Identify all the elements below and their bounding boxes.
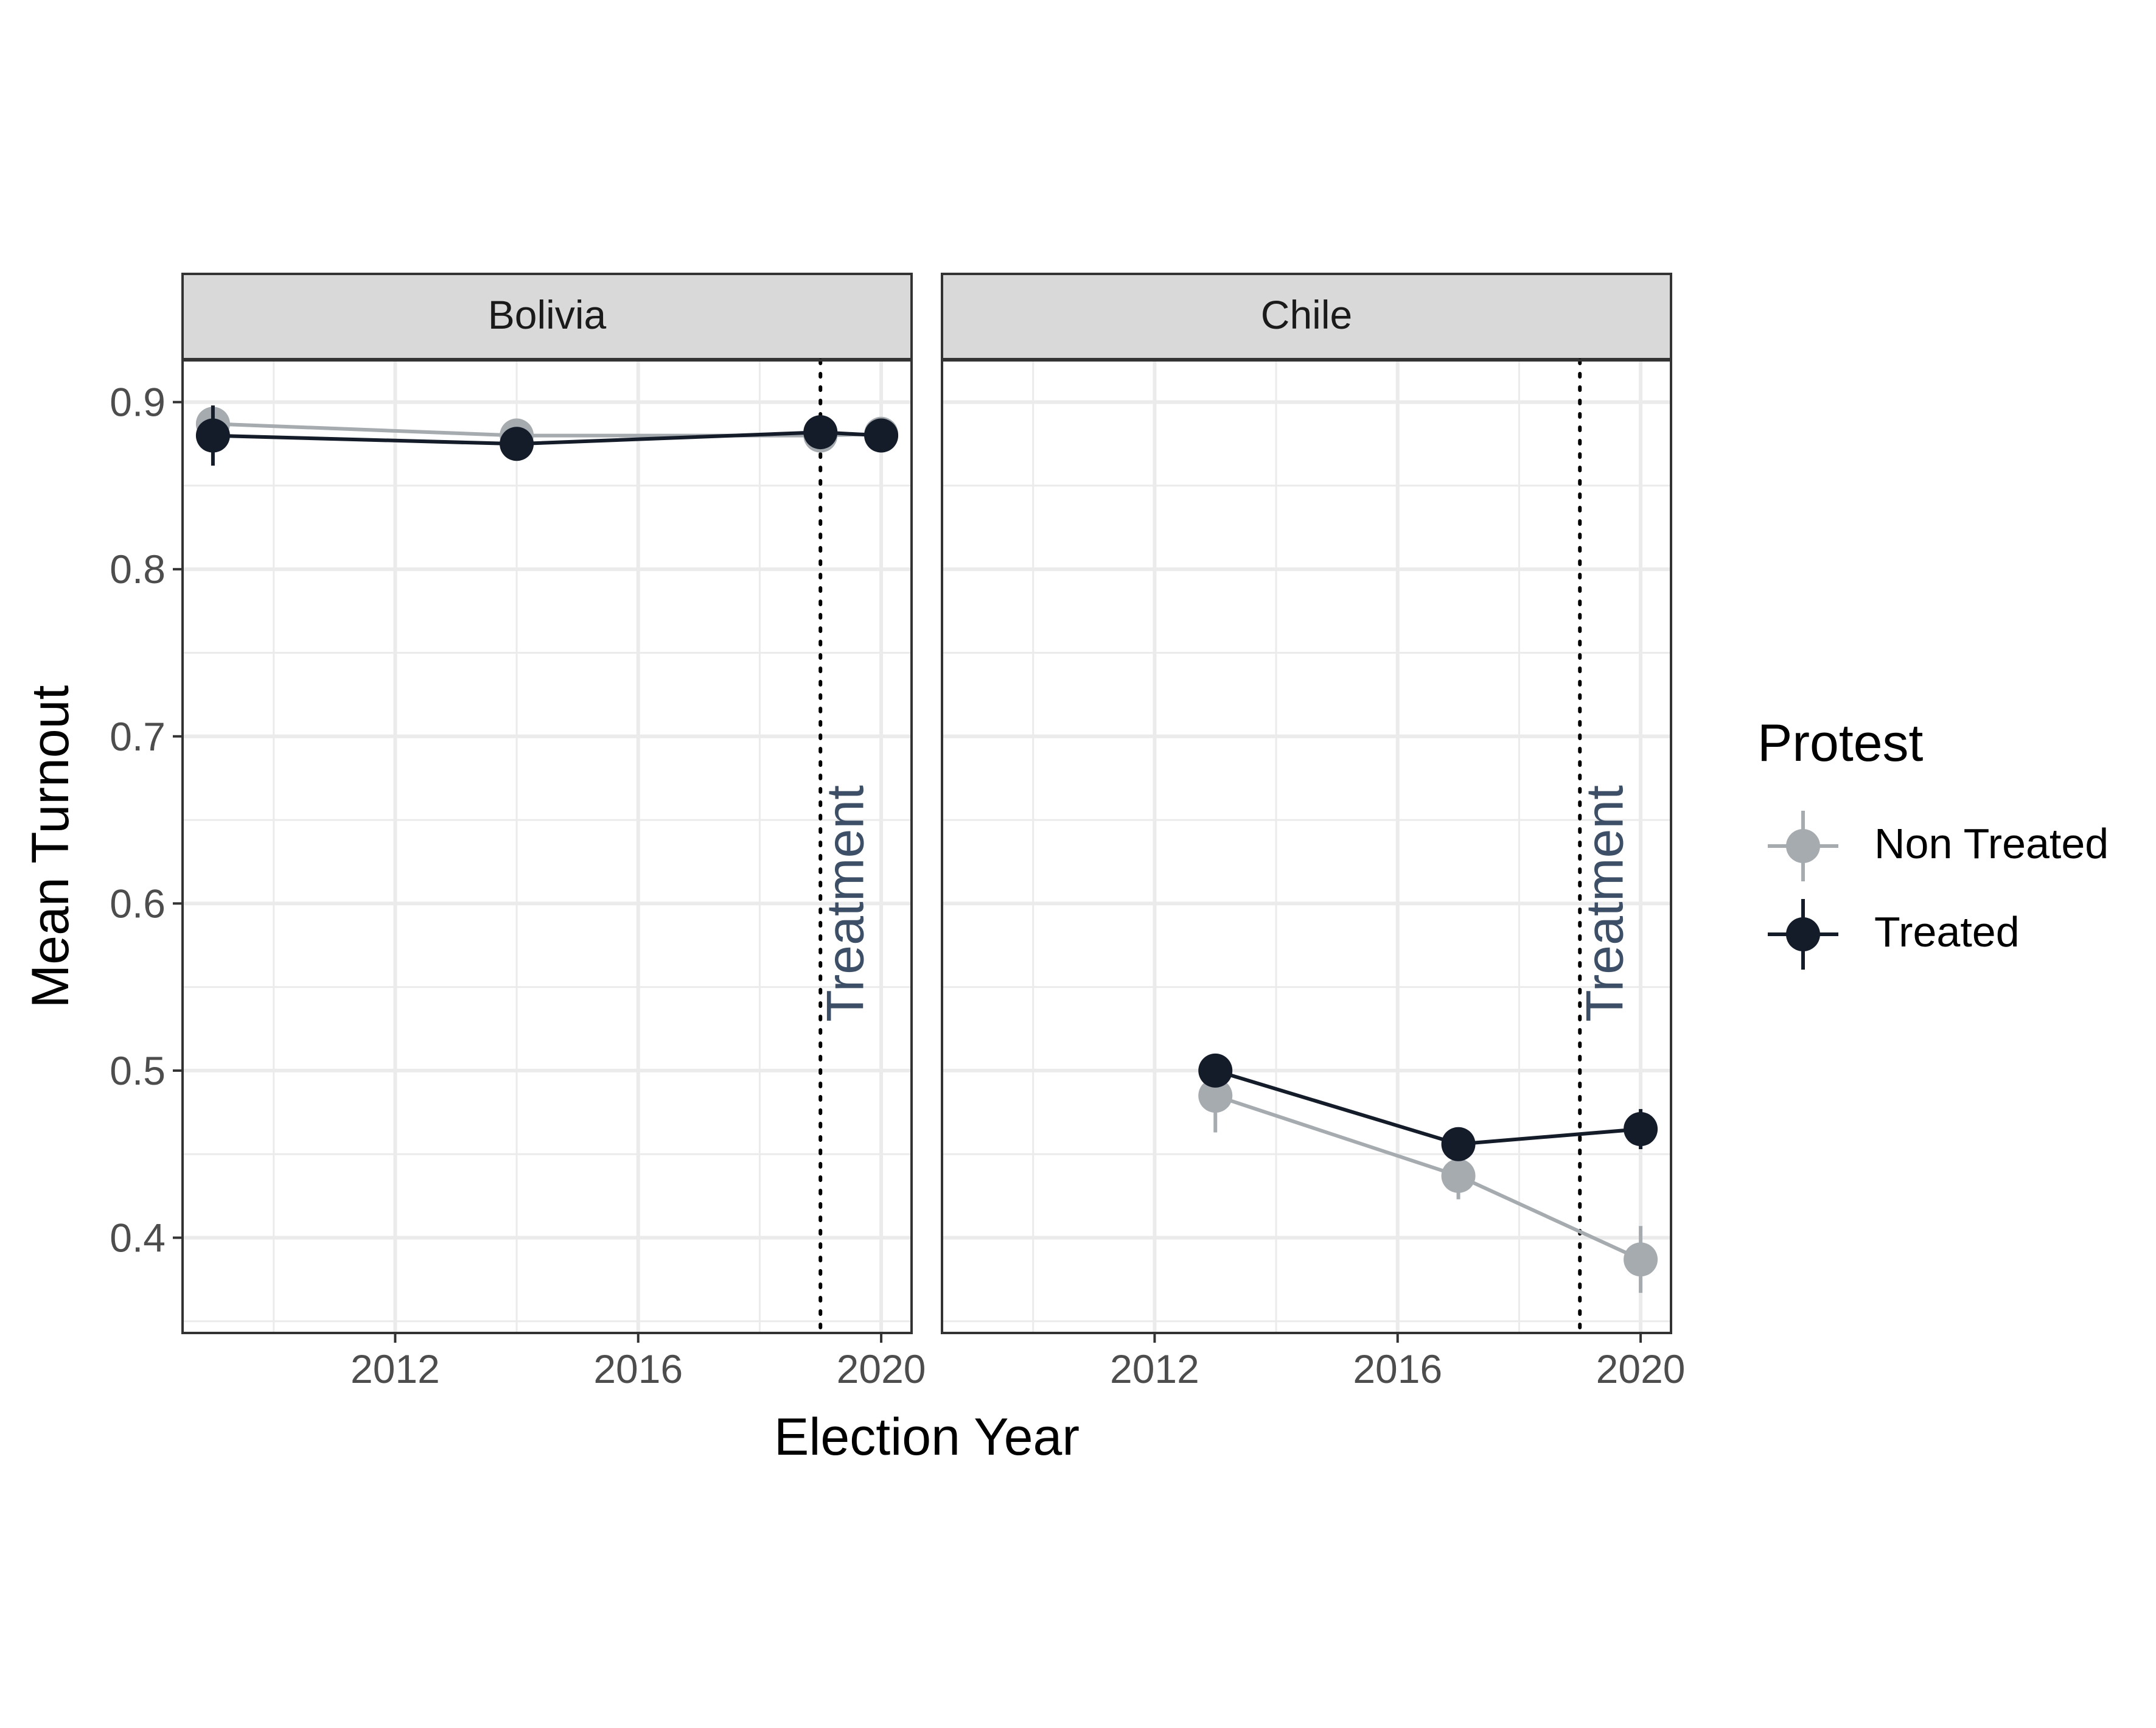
y-axis-ticks: 0.4 0.5 0.6 0.7 0.8 0.9 (110, 380, 183, 1260)
facet-panel-chile: Chile Treatment 2012 2016 2020 (941, 273, 1685, 1391)
facet-title-bolivia: Bolivia (488, 292, 607, 337)
series-line-treated (212, 430, 882, 446)
x-axis-label: Election Year (774, 1408, 1080, 1466)
treatment-label: Treatment (816, 785, 874, 1022)
data-point-treated (803, 415, 838, 450)
data-point-non-treated (1441, 1158, 1476, 1193)
data-point-treated (500, 427, 534, 461)
data-point-treated (1624, 1112, 1658, 1147)
data-point-treated (864, 418, 899, 453)
y-tick-label: 0.5 (110, 1048, 166, 1093)
legend: Protest Non Treated Treated (1757, 714, 2109, 970)
y-tick-label: 0.7 (110, 714, 166, 759)
data-point-treated (1198, 1053, 1233, 1088)
gridlines-chile (942, 360, 1671, 1333)
x-tick-label: 2020 (837, 1346, 926, 1391)
data-point-treated (1441, 1127, 1476, 1161)
data-point-treated (195, 418, 230, 453)
gridlines-bolivia (183, 360, 912, 1333)
x-tick-label: 2012 (1110, 1346, 1199, 1391)
series-chile-non-treated (1198, 1058, 1658, 1293)
facet-title-chile: Chile (1261, 292, 1352, 337)
treatment-label: Treatment (1575, 785, 1634, 1022)
y-tick-label: 0.6 (110, 881, 166, 926)
series-marks-chile (1198, 1053, 1658, 1293)
x-tick-label: 2016 (593, 1346, 683, 1391)
x-axis-ticks-bolivia: 2012 2016 2020 (351, 1333, 926, 1391)
y-tick-label: 0.8 (110, 547, 166, 592)
series-bolivia-treated (195, 405, 899, 466)
y-tick-label: 0.9 (110, 380, 166, 425)
series-marks-bolivia (195, 405, 899, 466)
treatment-line-chile: Treatment (1575, 359, 1634, 1335)
facet-panel-bolivia: Bolivia Treatment 2012 2016 2020 0.4 0.5 0.6… (110, 273, 926, 1391)
x-tick-label: 2012 (351, 1346, 440, 1391)
panel-border-chile (941, 359, 1672, 1334)
plot-area-chile (942, 360, 1671, 1333)
legend-key-point-treated (1786, 917, 1820, 951)
y-tick-label: 0.4 (110, 1215, 166, 1260)
x-axis-ticks-chile: 2012 2016 2020 (1110, 1333, 1685, 1391)
data-point-non-treated (1198, 1079, 1233, 1113)
panel-border-bolivia (181, 359, 913, 1334)
facet-strip-chile (941, 273, 1672, 360)
data-point-non-treated (1624, 1242, 1658, 1277)
y-axis-label: Mean Turnout (21, 685, 80, 1009)
treatment-line-bolivia: Treatment (816, 359, 874, 1335)
legend-keys (1768, 811, 1838, 970)
legend-key-point-non-treated (1786, 829, 1820, 863)
legend-label-treated: Treated (1874, 908, 2020, 956)
legend-title: Protest (1757, 714, 1924, 772)
x-tick-label: 2016 (1353, 1346, 1442, 1391)
legend-label-non-treated: Non Treated (1874, 820, 2109, 867)
series-chile-treated (1198, 1053, 1658, 1161)
facet-strip-bolivia (181, 273, 913, 360)
x-tick-label: 2020 (1596, 1346, 1686, 1391)
plot-area-bolivia (183, 360, 912, 1333)
